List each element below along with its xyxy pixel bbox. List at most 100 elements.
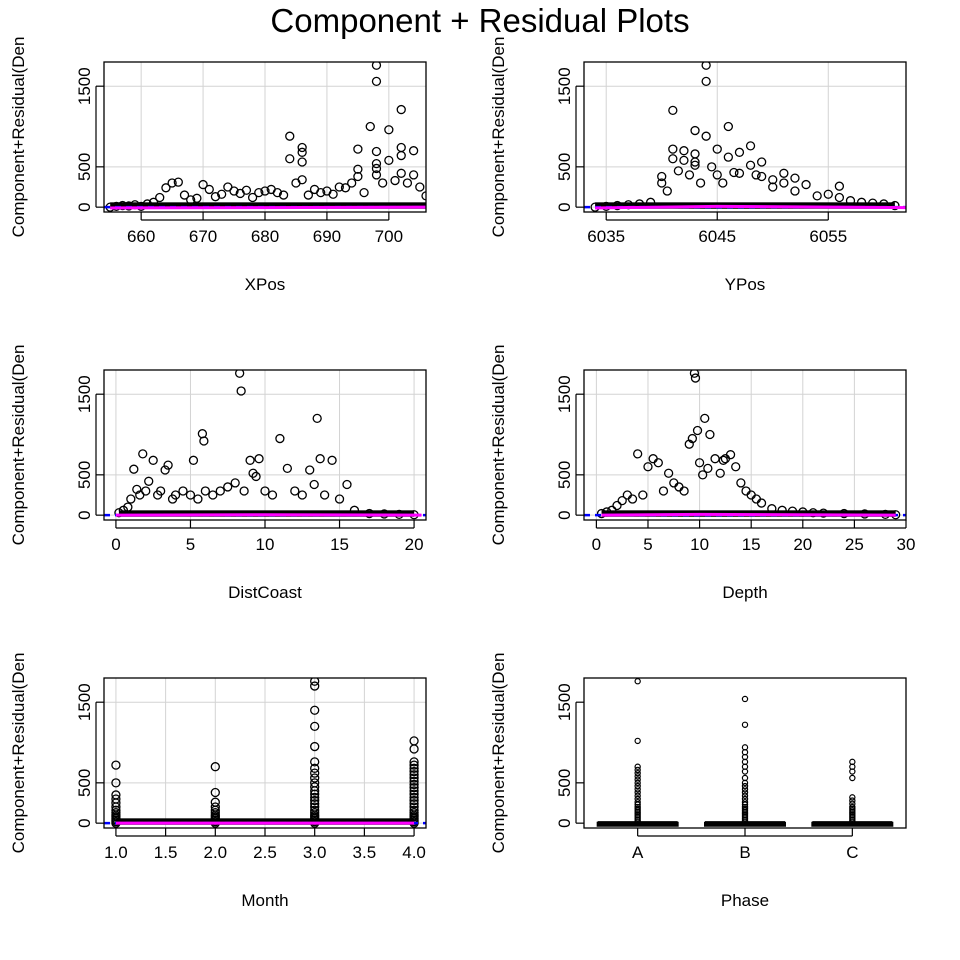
data-point xyxy=(161,183,171,193)
box-outlier xyxy=(741,744,749,751)
y-tick-label: 0 xyxy=(555,510,574,519)
x-tick-label: 690 xyxy=(313,227,341,246)
data-point xyxy=(163,460,173,470)
data-point xyxy=(310,789,320,799)
data-point xyxy=(144,476,154,486)
data-point xyxy=(371,158,382,169)
y-tick-label: 0 xyxy=(75,510,94,519)
data-point xyxy=(305,465,315,475)
y-axis-label: Component+Residual(Den xyxy=(9,653,28,854)
data-point xyxy=(668,105,678,116)
data-point xyxy=(297,157,307,167)
box-outlier xyxy=(634,782,641,790)
data-point xyxy=(768,182,778,192)
data-point xyxy=(690,157,700,167)
data-point xyxy=(790,173,800,183)
data-point xyxy=(310,741,320,752)
data-point xyxy=(638,490,648,500)
panel-1: 0 500 1500 660 670 680 690 700 XPos Component+Res… xyxy=(9,37,427,294)
data-point xyxy=(690,125,700,136)
box-outlier xyxy=(741,695,749,703)
smooth-fit-line xyxy=(110,205,426,210)
data-point xyxy=(707,162,717,172)
data-point xyxy=(178,486,188,496)
x-tick-label: 6055 xyxy=(809,227,847,246)
x-tick-label: B xyxy=(739,843,750,862)
data-point xyxy=(185,490,196,500)
x-tick-label: 3.0 xyxy=(303,843,327,862)
data-point xyxy=(260,486,270,496)
panel-3: 0 500 1500 0 5 10 15 20 DistCoast Component+Resid… xyxy=(9,345,427,602)
box-outlier xyxy=(634,786,641,793)
y-tick-label: 0 xyxy=(75,818,94,827)
data-point xyxy=(371,76,382,87)
data-point xyxy=(179,190,190,200)
panel-4: 0 500 1500 0 5 10 15 20 25 30 Depth Component+Resid… xyxy=(489,345,915,602)
data-point xyxy=(658,486,669,496)
data-point xyxy=(622,490,632,500)
data-point xyxy=(712,170,722,180)
data-point xyxy=(823,189,833,199)
data-point xyxy=(141,486,151,496)
data-point xyxy=(612,500,622,511)
data-point xyxy=(282,463,293,474)
data-point xyxy=(409,770,419,780)
data-point xyxy=(402,178,413,188)
data-point xyxy=(779,178,789,188)
x-tick-label: 0 xyxy=(111,535,120,554)
data-point xyxy=(689,370,700,378)
data-point xyxy=(111,760,121,770)
data-point xyxy=(409,766,419,777)
data-point xyxy=(692,425,703,436)
data-point xyxy=(396,168,406,178)
y-tick-label: 0 xyxy=(555,818,574,827)
x-tick-label: 1.0 xyxy=(104,843,128,862)
data-point xyxy=(371,62,382,70)
data-point xyxy=(736,478,746,488)
data-point xyxy=(254,454,264,464)
data-point xyxy=(310,678,320,686)
data-point xyxy=(316,187,326,198)
data-point xyxy=(662,186,672,196)
figure-title: Component + Residual Plots xyxy=(270,2,689,39)
data-point xyxy=(200,486,211,496)
data-point xyxy=(409,773,419,783)
box-outlier xyxy=(634,798,641,806)
data-point xyxy=(340,183,351,193)
data-point xyxy=(245,455,255,465)
x-tick-label: 20 xyxy=(793,535,812,554)
data-point xyxy=(627,494,638,504)
data-point xyxy=(409,808,419,818)
data-point xyxy=(210,802,220,812)
data-point xyxy=(188,455,199,465)
data-point xyxy=(210,808,220,818)
data-point xyxy=(198,179,208,190)
data-point xyxy=(698,470,708,480)
data-point xyxy=(694,458,705,468)
x-tick-label: 15 xyxy=(330,535,349,554)
data-point xyxy=(310,778,320,788)
box-outlier xyxy=(849,794,856,801)
data-point xyxy=(690,160,700,170)
data-point xyxy=(695,178,706,188)
x-tick-label: 3.5 xyxy=(353,843,377,862)
data-point xyxy=(310,681,320,691)
data-point xyxy=(303,190,313,200)
x-tick-label: 1.5 xyxy=(154,843,178,862)
data-point xyxy=(409,763,419,773)
data-point xyxy=(396,150,406,161)
data-point xyxy=(657,171,667,182)
data-point xyxy=(741,486,751,496)
data-point xyxy=(723,121,733,132)
data-point xyxy=(633,449,643,459)
data-layer xyxy=(584,62,906,212)
plot-frame xyxy=(583,61,907,213)
data-point xyxy=(111,808,121,818)
y-tick-label: 1500 xyxy=(75,375,94,413)
y-tick-label: 500 xyxy=(75,769,94,797)
data-point xyxy=(193,494,203,504)
data-point xyxy=(409,792,419,803)
data-point xyxy=(297,490,307,500)
data-point xyxy=(155,192,165,203)
data-point xyxy=(734,147,745,157)
